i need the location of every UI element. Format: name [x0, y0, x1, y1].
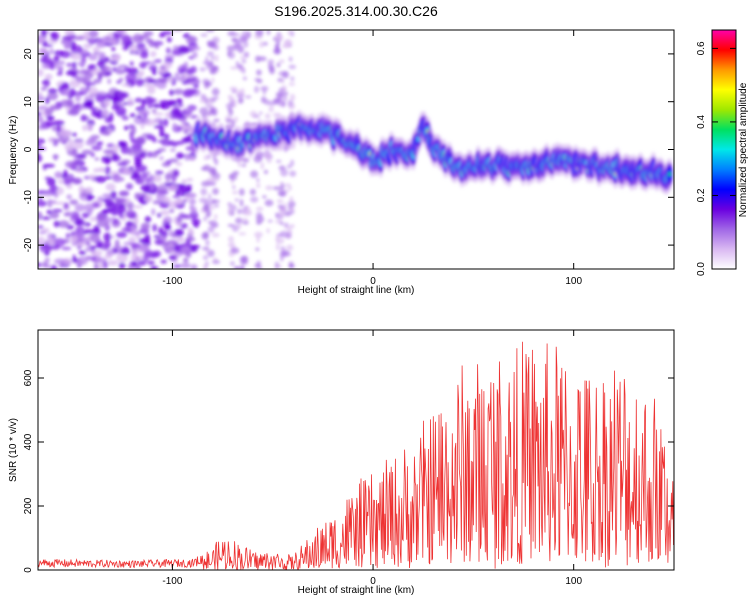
colorbar-label: Normalized spectral amplitude	[738, 82, 749, 217]
y-tick-label: 0	[23, 567, 34, 573]
snr-y-axis-label: SNR (10 * v/v)	[8, 418, 19, 482]
snr-series-line	[38, 341, 674, 570]
colorbar: 0.0 0.2 0.4 0.6 Normalized spectral amplitu…	[696, 29, 749, 276]
x-tick-label: 100	[565, 276, 582, 287]
snr-x-axis-label: Height of straight line (km)	[298, 585, 415, 596]
spectrogram-x-axis-label: Height of straight line (km)	[298, 285, 415, 296]
y-tick-label: 400	[23, 433, 34, 450]
spectrogram-heatmap	[38, 30, 674, 269]
y-tick-label: -10	[23, 190, 34, 205]
x-tick-label: -100	[162, 576, 182, 587]
colorbar-tick-label: 0.4	[696, 115, 707, 129]
y-tick-label: 600	[23, 369, 34, 386]
y-tick-label: 10	[23, 96, 34, 108]
snr-ticks: -100 0 100 0 200 400 600	[23, 330, 674, 587]
x-tick-label: -100	[162, 276, 182, 287]
colorbar-frame	[711, 29, 737, 270]
snr-frame	[37, 329, 675, 571]
x-tick-label: 0	[370, 576, 376, 587]
x-tick-label: 0	[370, 276, 376, 287]
figure-title: S196.2025.314.00.30.C26	[274, 3, 438, 19]
x-tick-label: 100	[565, 576, 582, 587]
spectrogram-y-axis-label: Frequency (Hz)	[8, 116, 19, 185]
y-tick-label: -20	[23, 237, 34, 252]
y-tick-label: 20	[23, 48, 34, 60]
y-tick-label: 0	[23, 146, 34, 152]
colorbar-tick-label: 0.2	[696, 188, 707, 202]
colorbar-ticks: 0.0 0.2 0.4 0.6	[696, 41, 736, 276]
colorbar-gradient	[712, 30, 736, 269]
colorbar-tick-label: 0.6	[696, 41, 707, 55]
y-tick-label: 200	[23, 497, 34, 514]
snr-panel: -100 0 100 0 200 400 600 Height of straight li…	[8, 329, 675, 596]
colorbar-tick-label: 0.0	[696, 262, 707, 276]
